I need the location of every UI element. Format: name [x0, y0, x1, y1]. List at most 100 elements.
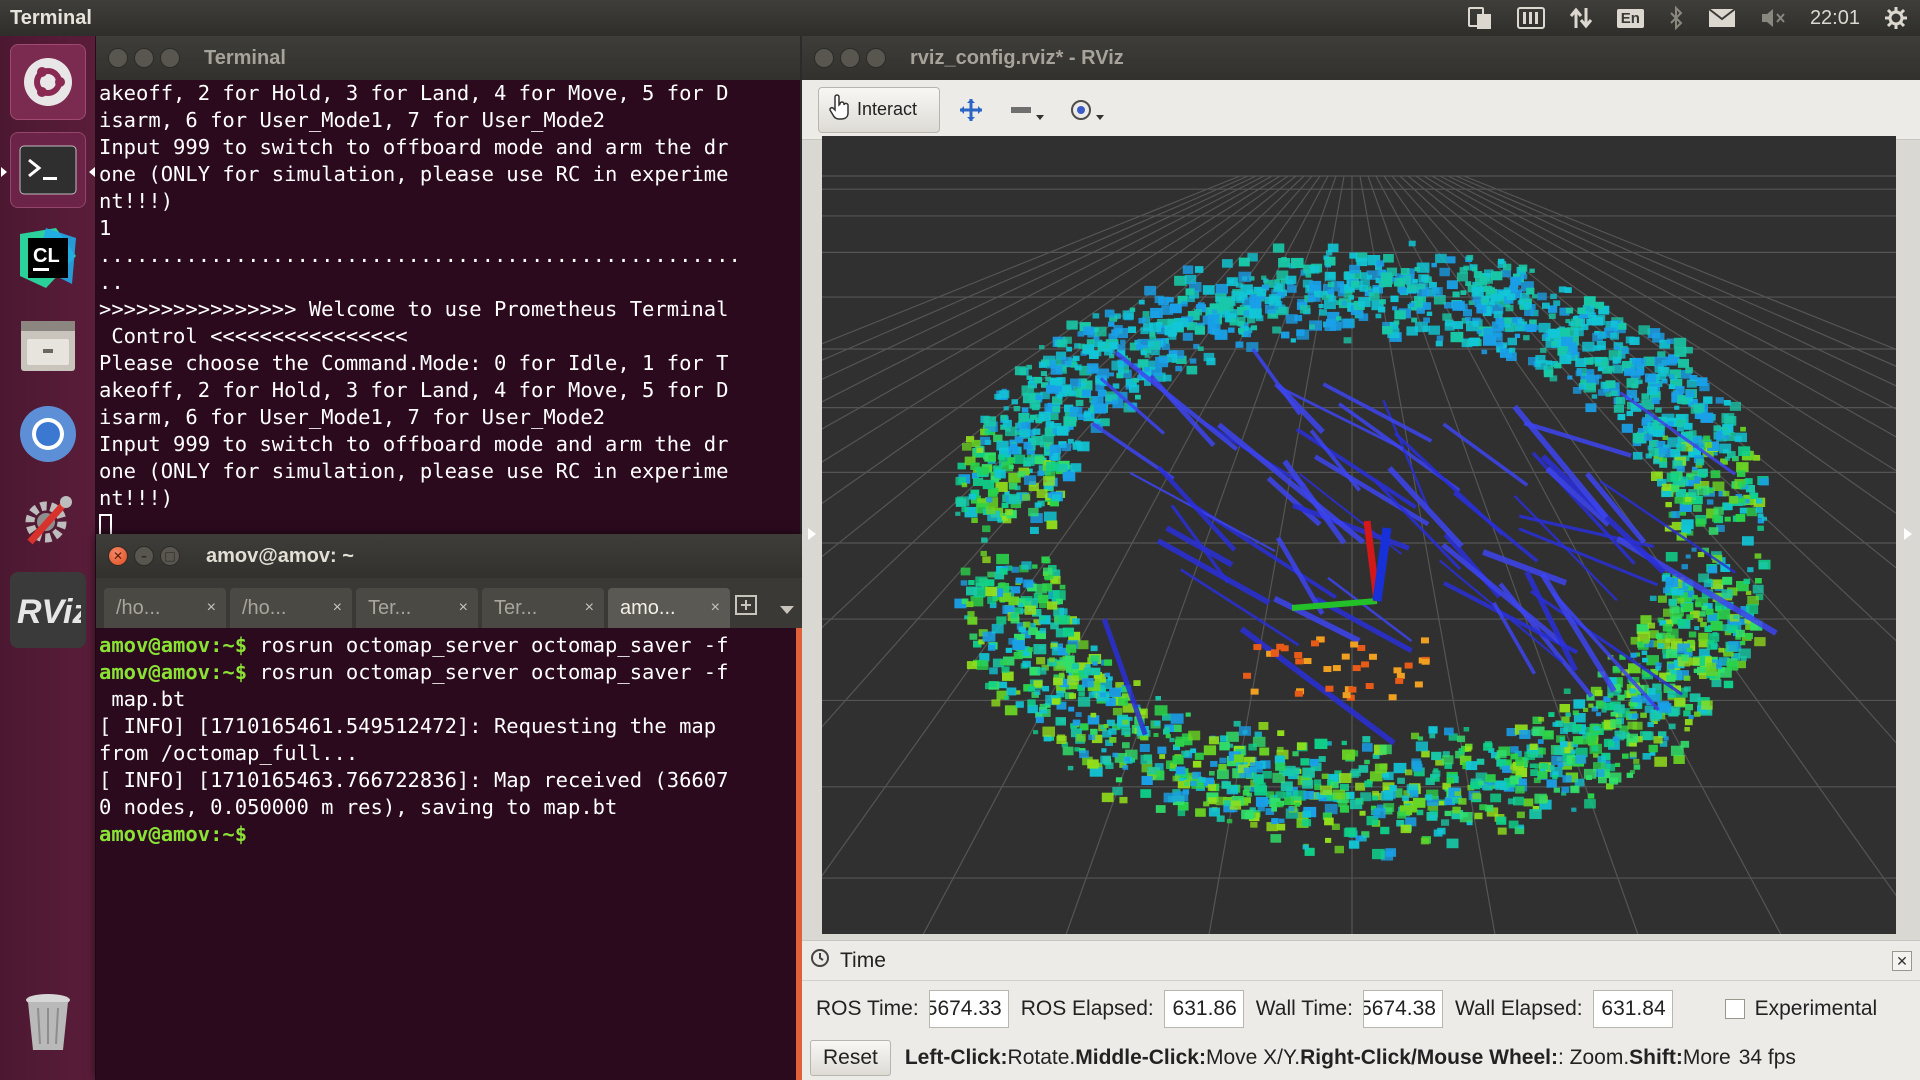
- octomap-point-cloud[interactable]: [822, 136, 1896, 934]
- terminal-line: [ INFO] [1710165463.766722836]: Map rece…: [99, 767, 728, 794]
- system-tray: En 22:01: [1455, 0, 1920, 36]
- terminal-line: akeoff, 2 for Hold, 3 for Land, 4 for Mo…: [99, 81, 729, 105]
- tab-close-icon[interactable]: ×: [710, 599, 720, 616]
- terminal-line: akeoff, 2 for Hold, 3 for Land, 4 for Mo…: [99, 378, 729, 402]
- terminal-tab[interactable]: /ho... ×: [230, 588, 352, 628]
- terminal-line: nt!!!): [99, 189, 174, 213]
- wall-elapsed-label: Wall Elapsed:: [1455, 997, 1583, 1020]
- interact-tool-button[interactable]: Interact: [818, 86, 941, 133]
- terminal-line: Input 999 to switch to offboard mode and…: [99, 432, 729, 456]
- terminal-2-titlebar[interactable]: ✕ – □ amov@amov: ~: [96, 534, 802, 578]
- tab-menu-chevron-down-icon[interactable]: [780, 606, 794, 614]
- command-text: map.bt: [99, 687, 186, 711]
- right-click-hint-key: Right-Click/Mouse Wheel:: [1300, 1046, 1558, 1069]
- minimize-button[interactable]: –: [134, 546, 154, 566]
- command-text: [ INFO] [1710165461.549512472]: Requesti…: [99, 714, 717, 738]
- chromium-icon[interactable]: [10, 396, 86, 472]
- command-text: rosrun octomap_server octomap_saver -f: [247, 633, 729, 657]
- experimental-checkbox[interactable]: [1724, 999, 1745, 1019]
- bluetooth-icon[interactable]: [1656, 0, 1696, 36]
- terminal-tab-active[interactable]: amo... ×: [608, 588, 730, 628]
- clock[interactable]: 22:01: [1809, 6, 1860, 29]
- mail-icon[interactable]: [1696, 0, 1748, 36]
- trash-icon[interactable]: [10, 984, 86, 1060]
- maximize-button[interactable]: [866, 48, 886, 68]
- maximize-button[interactable]: [160, 48, 180, 68]
- wall-time-field[interactable]: 5674.38: [1363, 990, 1443, 1028]
- terminal-line: ........................................…: [99, 243, 741, 267]
- time-panel: Time ✕ ROS Time: 5674.33 ROS Elapsed: 63…: [802, 940, 1920, 1080]
- focus-camera-icon[interactable]: [1062, 87, 1110, 133]
- terminal-2-output[interactable]: amov@amov:~$ rosrun octomap_server octom…: [96, 632, 728, 848]
- window-title: Terminal: [204, 46, 286, 69]
- terminal-window-1[interactable]: Terminal akeoff, 2 for Hold, 3 for Land,…: [96, 36, 800, 539]
- wall-time-label: Wall Time:: [1255, 997, 1353, 1020]
- terminal-line: [ INFO] [1710165461.549512472]: Requesti…: [99, 713, 728, 740]
- terminal-line: one (ONLY for simulation, please use RC …: [99, 162, 729, 186]
- ros-time-field[interactable]: 5674.33: [928, 990, 1009, 1028]
- files-icon[interactable]: [10, 308, 86, 384]
- maximize-button[interactable]: □: [160, 546, 180, 566]
- terminal-line: isarm, 6 for User_Mode1, 7 for User_Mode…: [99, 405, 606, 429]
- move-camera-icon[interactable]: [952, 87, 990, 133]
- close-icon[interactable]: ✕: [1892, 951, 1912, 971]
- shell-prompt: amov@amov:~$: [99, 822, 248, 846]
- terminal-line: amov@amov:~$ rosrun octomap_server octom…: [99, 632, 728, 659]
- clipboard-icon[interactable]: [1455, 0, 1505, 36]
- terminal-line: one (ONLY for simulation, please use RC …: [99, 459, 729, 483]
- keyboard-icon[interactable]: En: [1605, 0, 1656, 36]
- right-panel-toggle-icon[interactable]: [1904, 528, 1912, 540]
- tab-label: Ter...: [494, 596, 538, 619]
- terminal-window-2[interactable]: ✕ – □ amov@amov: ~ /ho... × /ho... × Ter..…: [96, 534, 802, 1080]
- wall-elapsed-field[interactable]: 631.84: [1592, 990, 1673, 1028]
- tab-close-icon[interactable]: ×: [206, 599, 216, 616]
- tab-label: /ho...: [116, 596, 161, 619]
- terminal-line: >>>>>>>>>>>>>>>> Welcome to use Promethe…: [99, 297, 729, 321]
- terminal-line: amov@amov:~$ rosrun octomap_server octom…: [99, 659, 728, 686]
- settings-gear-icon[interactable]: [1872, 0, 1920, 36]
- terminal-launcher-icon[interactable]: [1, 132, 95, 208]
- tab-close-icon[interactable]: ×: [332, 599, 342, 616]
- rviz-titlebar[interactable]: rviz_config.rviz* - RViz: [802, 36, 1920, 80]
- system-settings-icon[interactable]: [10, 484, 86, 560]
- terminal-line: Please choose the Command.Mode: 0 for Id…: [99, 351, 729, 375]
- close-button[interactable]: [108, 48, 128, 68]
- close-button[interactable]: ✕: [108, 546, 128, 566]
- close-button[interactable]: [814, 48, 834, 68]
- time-row: ROS Time: 5674.33 ROS Elapsed: 631.86 Wa…: [802, 981, 1920, 1037]
- terminal-tab[interactable]: Ter... ×: [482, 588, 604, 628]
- terminal-line: Control <<<<<<<<<<<<<<<<: [99, 324, 408, 348]
- select-icon[interactable]: [1002, 87, 1050, 133]
- scrollbar[interactable]: [796, 628, 802, 1080]
- terminal-1-output[interactable]: akeoff, 2 for Hold, 3 for Land, 4 for Mo…: [96, 80, 741, 539]
- left-panel-toggle-icon[interactable]: [808, 528, 816, 540]
- terminal-tab[interactable]: Ter... ×: [356, 588, 478, 628]
- ubuntu-dash-icon[interactable]: [10, 44, 86, 120]
- terminal-1-titlebar[interactable]: Terminal: [96, 36, 800, 80]
- tab-label: Ter...: [368, 596, 412, 619]
- network-icon[interactable]: [1557, 0, 1605, 36]
- top-panel: Terminal En 22:01: [0, 0, 1920, 36]
- rviz-icon[interactable]: RViz: [10, 572, 86, 648]
- ros-elapsed-field[interactable]: 631.86: [1163, 990, 1244, 1028]
- command-text: rosrun octomap_server octomap_saver -f: [247, 660, 729, 684]
- terminal-tab[interactable]: /ho... ×: [104, 588, 226, 628]
- indicator-icon[interactable]: [1505, 0, 1557, 36]
- time-panel-title: Time: [840, 948, 886, 972]
- rviz-toolbar: Interact: [802, 80, 1920, 140]
- terminal-line: amov@amov:~$: [99, 821, 728, 848]
- tab-close-icon[interactable]: ×: [458, 599, 468, 616]
- minimize-button[interactable]: [134, 48, 154, 68]
- 3d-viewport[interactable]: [822, 136, 1896, 934]
- new-tab-icon[interactable]: [734, 592, 758, 620]
- reset-button[interactable]: Reset: [810, 1040, 891, 1076]
- clion-icon[interactable]: CL: [10, 220, 86, 296]
- tab-close-icon[interactable]: ×: [584, 599, 594, 616]
- tab-label: amo...: [620, 596, 676, 619]
- time-panel-header: Time ✕: [802, 941, 1920, 981]
- volume-muted-icon[interactable]: [1748, 0, 1798, 36]
- minimize-button[interactable]: [840, 48, 860, 68]
- interact-label: Interact: [857, 99, 918, 119]
- left-click-hint-key: Left-Click:: [904, 1046, 1008, 1069]
- terminal-line: 1: [99, 216, 112, 240]
